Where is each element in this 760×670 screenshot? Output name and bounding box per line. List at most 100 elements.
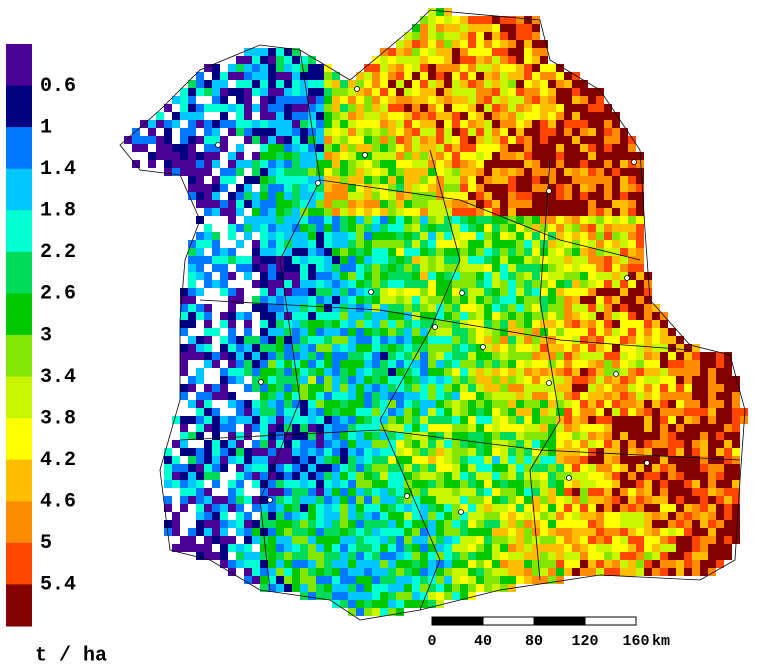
raster-cell [500, 424, 508, 432]
raster-cell [276, 184, 284, 192]
raster-cell [508, 416, 516, 424]
raster-cell [692, 440, 700, 448]
raster-cell [500, 472, 508, 480]
raster-cell [260, 320, 268, 328]
raster-cell [236, 544, 244, 552]
raster-cell [548, 440, 556, 448]
raster-cell [244, 232, 252, 240]
raster-cell [300, 480, 308, 488]
raster-cell [516, 328, 524, 336]
raster-cell [404, 528, 412, 536]
raster-cell [252, 416, 260, 424]
raster-cell [516, 160, 524, 168]
raster-cell [460, 272, 468, 280]
raster-cell [260, 472, 268, 480]
raster-cell [684, 536, 692, 544]
raster-cell [220, 208, 228, 216]
raster-cell [276, 352, 284, 360]
raster-cell [244, 400, 252, 408]
raster-cell [452, 24, 460, 32]
raster-cell [380, 488, 388, 496]
raster-cell [348, 120, 356, 128]
raster-cell [492, 488, 500, 496]
raster-cell [308, 288, 316, 296]
raster-cell [316, 472, 324, 480]
raster-cell [444, 216, 452, 224]
raster-cell [436, 56, 444, 64]
raster-cell [404, 104, 412, 112]
raster-cell [332, 376, 340, 384]
raster-cell [428, 8, 436, 16]
raster-cell [492, 408, 500, 416]
raster-cell [540, 384, 548, 392]
raster-cell [340, 464, 348, 472]
raster-cell [612, 560, 620, 568]
raster-cell [324, 272, 332, 280]
raster-cell [484, 384, 492, 392]
raster-cell [292, 496, 300, 504]
raster-cell [204, 552, 212, 560]
raster-cell [244, 192, 252, 200]
raster-cell [532, 120, 540, 128]
raster-cell [548, 424, 556, 432]
raster-cell [588, 112, 596, 120]
raster-cell [404, 336, 412, 344]
raster-cell [492, 568, 500, 576]
raster-cell [476, 272, 484, 280]
raster-cell [316, 544, 324, 552]
raster-cell [508, 120, 516, 128]
raster-cell [636, 352, 644, 360]
raster-cell [516, 40, 524, 48]
raster-cell [388, 352, 396, 360]
raster-cell [316, 384, 324, 392]
raster-cell [508, 176, 516, 184]
raster-cell [644, 384, 652, 392]
town [480, 344, 486, 350]
raster-cell [524, 480, 532, 488]
raster-cell [676, 464, 684, 472]
raster-cell [492, 504, 500, 512]
raster-cell [524, 344, 532, 352]
raster-cell [572, 472, 580, 480]
raster-cell [476, 480, 484, 488]
raster-cell [308, 416, 316, 424]
raster-cell [580, 168, 588, 176]
raster-cell [468, 120, 476, 128]
raster-cell [244, 104, 252, 112]
raster-cell [260, 536, 268, 544]
raster-cell [692, 408, 700, 416]
raster-cell [428, 352, 436, 360]
raster-cell [324, 400, 332, 408]
raster-cell [444, 144, 452, 152]
raster-cell [332, 72, 340, 80]
raster-cell [204, 272, 212, 280]
raster-cell [676, 408, 684, 416]
raster-cell [572, 120, 580, 128]
raster-cell [540, 408, 548, 416]
raster-cell [492, 480, 500, 488]
raster-cell [508, 448, 516, 456]
raster-cell [276, 272, 284, 280]
raster-cell [404, 280, 412, 288]
raster-cell [300, 336, 308, 344]
raster-cell [212, 160, 220, 168]
raster-cell [484, 200, 492, 208]
raster-cell [468, 200, 476, 208]
raster-cell [380, 328, 388, 336]
legend-swatch [6, 584, 32, 627]
raster-cell [588, 488, 596, 496]
raster-cell [476, 288, 484, 296]
raster-cell [364, 168, 372, 176]
raster-cell [556, 496, 564, 504]
raster-cell [524, 128, 532, 136]
raster-cell [572, 88, 580, 96]
raster-cell [372, 200, 380, 208]
raster-cell [476, 568, 484, 576]
raster-cell [348, 344, 356, 352]
raster-cell [484, 80, 492, 88]
raster-cell [468, 392, 476, 400]
raster-cell [460, 424, 468, 432]
raster-cell [548, 336, 556, 344]
raster-cell [476, 496, 484, 504]
raster-cell [212, 64, 220, 72]
